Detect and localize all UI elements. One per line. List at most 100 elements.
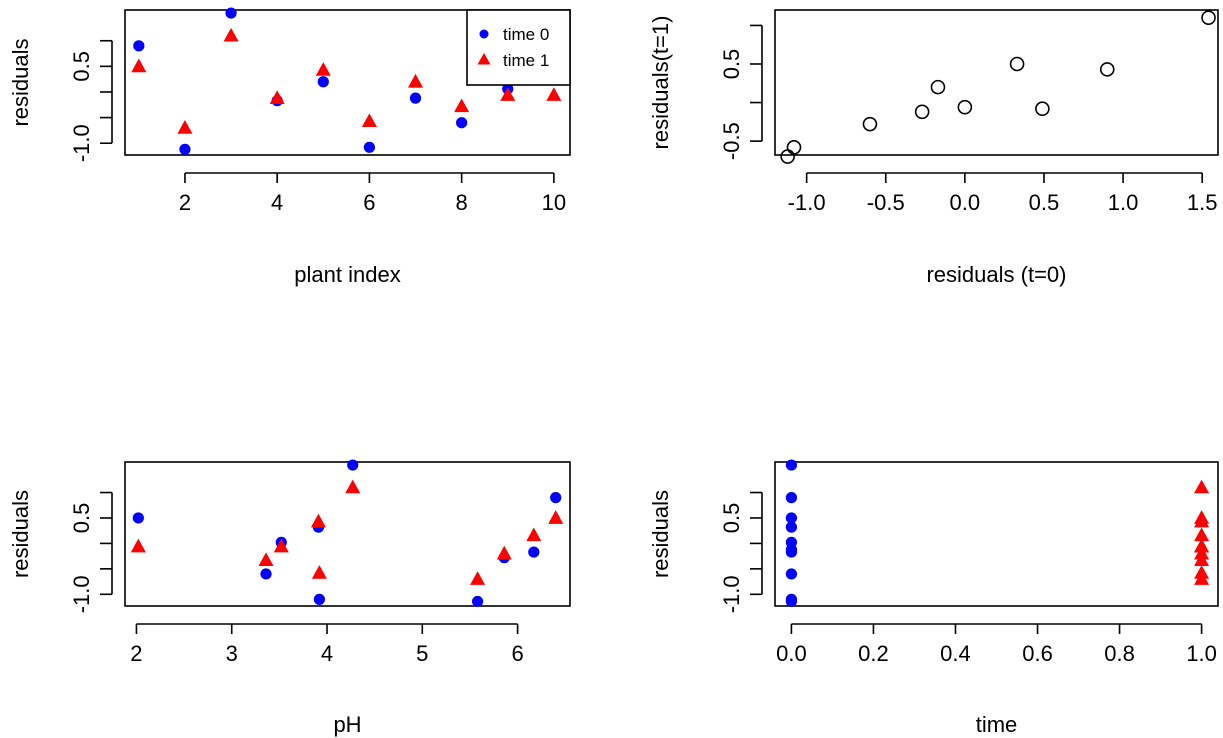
plot-frame (774, 461, 1219, 607)
data-point (130, 538, 146, 553)
x-tick-label: 8 (456, 190, 468, 215)
data-point (862, 116, 878, 132)
x-tick-label: 6 (511, 641, 523, 666)
data-point (1194, 538, 1210, 553)
data-point (1009, 56, 1025, 72)
x-tick-label: 4 (271, 190, 283, 215)
data-point (313, 593, 325, 605)
panel-4: 0.0 0.2 0.4 0.6 0.8 1.0 -1.0 0.5 time residuals (648, 459, 1219, 737)
y-axis-title: residuals(t=1) (648, 16, 673, 150)
x-tick-label: 5 (416, 641, 428, 666)
legend-marker (479, 29, 489, 39)
data-point (133, 40, 145, 52)
data-point (785, 512, 798, 524)
y-tick-label: -1.0 (69, 575, 94, 613)
x-tick-label: -0.5 (867, 190, 905, 215)
data-point (273, 538, 289, 553)
legend-label: time 1 (503, 51, 549, 70)
legend-marker (477, 53, 491, 65)
x-tick-label: 1.5 (1187, 190, 1218, 215)
y-tick-label: -0.5 (719, 122, 744, 160)
data-point (546, 87, 562, 101)
plot-frame (774, 9, 1219, 156)
y-tick-label: -1.0 (69, 124, 94, 162)
data-point (347, 459, 359, 471)
data-point (1194, 479, 1210, 494)
data-point (470, 571, 486, 585)
data-point (1194, 552, 1210, 567)
x-tick-label: 0.2 (858, 641, 889, 666)
legend-box (466, 9, 571, 86)
x-tick-label: 10 (542, 190, 566, 215)
y-axis-title: residuals (8, 38, 33, 126)
series-1 (132, 459, 562, 608)
x-axis-title: time (976, 712, 1018, 737)
data-point (1194, 571, 1210, 585)
data-point (363, 141, 376, 153)
data-point (1201, 10, 1216, 26)
data-point (260, 568, 272, 580)
data-point (269, 90, 285, 104)
data-point (223, 27, 239, 42)
data-point (785, 546, 798, 558)
data-point (409, 92, 422, 104)
data-point (310, 513, 326, 528)
x-tick-label: 1.0 (1108, 190, 1139, 215)
x-tick-label: 0.4 (940, 641, 971, 666)
data-point (225, 7, 237, 19)
data-point (258, 552, 274, 567)
data-point (177, 120, 193, 134)
data-point (1194, 513, 1210, 528)
data-point (454, 98, 470, 113)
panel-3: 2 3 4 5 6 -1.0 0.5 pH residuals (8, 459, 571, 737)
data-point (361, 113, 377, 128)
data-point (786, 139, 802, 155)
legend: time 0 time 1 (466, 9, 571, 86)
data-point (408, 73, 424, 88)
x-tick-label: -1.0 (788, 190, 826, 215)
plot-frame (124, 461, 571, 607)
data-point (914, 104, 930, 120)
data-point (1035, 101, 1050, 117)
series-1 (133, 7, 514, 155)
y-tick-label: 0.5 (69, 503, 94, 534)
x-axis-title: residuals (t=0) (926, 262, 1066, 287)
data-point (930, 79, 946, 95)
data-point (471, 595, 484, 608)
data-point (500, 87, 516, 101)
series-1 (785, 459, 798, 608)
data-point (496, 545, 512, 560)
x-tick-label: 6 (363, 190, 375, 215)
x-tick-label: 2 (130, 641, 142, 666)
series-1 (780, 10, 1216, 164)
x-tick-label: 0.0 (776, 641, 807, 666)
series-2 (130, 479, 564, 585)
data-point (317, 76, 329, 88)
data-point (785, 492, 798, 504)
data-point (345, 479, 361, 494)
data-point (528, 546, 540, 558)
data-point (957, 99, 973, 115)
data-point (785, 459, 798, 471)
x-tick-label: 0.0 (950, 190, 981, 215)
x-tick-label: 3 (226, 641, 238, 666)
y-tick-label: -1.0 (719, 575, 744, 613)
y-tick-label: 0.5 (719, 503, 744, 534)
series-2 (131, 27, 562, 134)
data-point (315, 62, 331, 76)
data-point (456, 117, 468, 129)
data-point (785, 595, 798, 608)
data-point (785, 521, 798, 533)
data-point (131, 58, 147, 73)
y-tick-label: 0.5 (719, 49, 744, 80)
data-point (780, 149, 795, 164)
data-point (132, 512, 144, 524)
data-point (526, 527, 542, 542)
data-point (311, 565, 327, 579)
x-tick-label: 4 (321, 641, 333, 666)
legend-label: time 0 (503, 25, 549, 44)
x-tick-label: 2 (179, 190, 191, 215)
y-tick-label: 0.5 (69, 51, 94, 82)
